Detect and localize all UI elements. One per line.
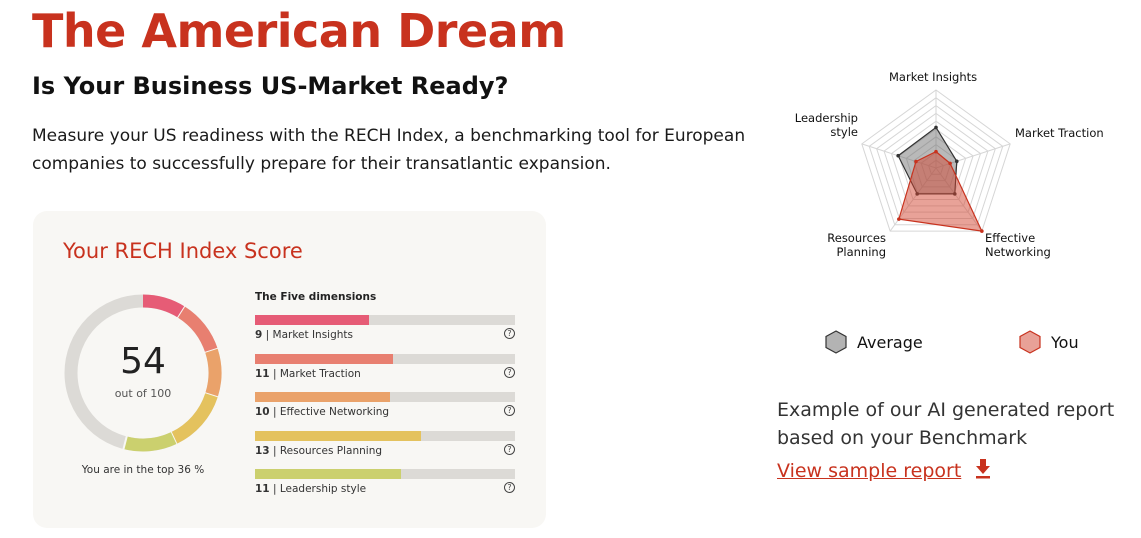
help-icon[interactable]: ? [504,366,515,378]
radar-chart [861,89,1011,233]
link-label: View sample report [777,460,962,482]
page-title: The American Dream [32,4,566,58]
donut-segment [142,294,186,318]
dimension-bar-fill [255,392,391,402]
radar-point [948,161,952,166]
dimension-bar [255,392,515,402]
score-value: 54 [120,341,166,382]
legend-you: You [1019,330,1079,354]
dimension-score: 9 [255,329,263,341]
dimension-name: Resources Planning [279,444,383,457]
dimension-row: 11 | Leadership style ? [255,469,515,499]
dimension-label: 9 | Market Insights [255,329,354,341]
radar-label-market-insights: Market Insights [889,70,978,84]
dimension-row: 11 | Market Traction ? [255,353,515,384]
dimension-name: Leadership style [279,483,367,495]
dimension-bar-fill [255,430,422,441]
help-icon[interactable]: ? [504,405,515,416]
card-title: Your RECH Index Score [63,239,303,263]
view-sample-report-link[interactable]: View sample report [777,459,991,482]
page-subtitle: Is Your Business US-Market Ready? [32,72,509,100]
dimension-score: 11 [255,483,270,495]
radar-point [934,149,938,154]
donut-gap [122,434,129,451]
radar-series-you [898,150,983,232]
radar-point [934,125,938,130]
hexagon-icon [825,330,847,354]
dimension-bar-fill [255,315,370,325]
dimension-score: 10 [255,406,270,418]
radar-label-market-traction: Market Traction [1015,126,1104,140]
legend-label: You [1051,332,1079,352]
help-icon[interactable]: ? [504,328,515,339]
legend-label: Average [857,332,923,352]
legend-average: Average [825,330,923,354]
radar-point [954,159,959,164]
dimension-bar [255,353,515,364]
dimension-bar-fill [255,353,393,364]
radar-label-resources-planning: Resources Planning [827,231,886,259]
dimension-label: 11 | Market Traction [255,367,361,380]
score-out-of: out of 100 [114,387,172,400]
dimension-label: 11 | Leadership style [255,483,367,495]
donut-segment [205,348,222,398]
radar-grid-ring [861,89,1011,232]
dimension-row: 10 | Effective Networking ? [255,392,515,422]
report-description: Example of our AI generated report based… [777,399,1115,449]
dimension-name: Effective Networking [279,406,390,418]
donut-segment [123,432,177,452]
dimension-bar [255,469,515,479]
dimension-bar [255,430,515,441]
hexagon-icon [1019,330,1041,354]
radar-label-leadership-style: Leadership style [794,111,858,139]
dimension-row: 9 | Market Insights ? [255,315,515,345]
page-description: Measure your US readiness with the RECH … [32,126,746,174]
help-icon[interactable]: ? [504,443,515,455]
donut-gap [176,304,187,320]
top-percentile: You are in the top 36 % [81,464,205,476]
dimension-label: 10 | Effective Networking [255,406,390,418]
radar-point [897,217,901,221]
dimension-row: 13 | Resources Planning ? [255,430,515,461]
score-card: Your RECH Index Score 54 out of 100 You … [33,211,546,528]
download-icon [976,459,991,479]
donut-segment [170,393,218,445]
radar-point [980,229,984,233]
dimension-bar-fill [255,469,401,479]
dimension-label: 13 | Resources Planning [255,444,383,457]
dimension-name: Market Traction [279,367,361,380]
dimension-name: Market Insights [272,329,354,341]
help-icon[interactable]: ? [504,482,515,493]
dimension-score: 11 [255,367,270,380]
dimensions-title: The Five dimensions [255,291,377,303]
score-donut [64,294,222,452]
radar-point [896,153,900,158]
radar-label-effective-networking: Effective Networking [985,231,1051,259]
radar-point [914,159,918,164]
dimension-score: 13 [255,444,270,457]
dimension-bar [255,315,515,325]
donut-segment [177,306,218,353]
